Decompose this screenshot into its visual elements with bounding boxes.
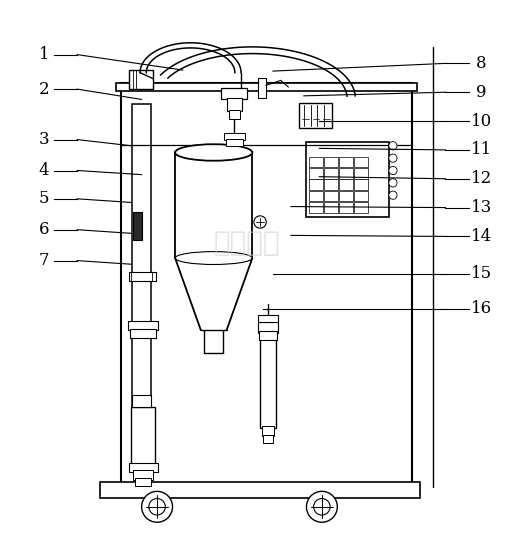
Text: 13: 13 bbox=[471, 199, 492, 216]
Bar bbox=[260, 330, 276, 428]
Text: 15: 15 bbox=[471, 265, 492, 282]
Ellipse shape bbox=[175, 252, 252, 265]
Ellipse shape bbox=[175, 144, 252, 161]
Text: 2: 2 bbox=[39, 80, 49, 97]
Bar bbox=[121, 83, 412, 485]
Bar bbox=[132, 103, 151, 412]
Circle shape bbox=[389, 166, 397, 174]
Circle shape bbox=[389, 154, 397, 162]
Bar bbox=[229, 110, 240, 119]
Bar bbox=[339, 190, 353, 201]
Bar bbox=[100, 482, 420, 498]
Text: 12: 12 bbox=[471, 170, 492, 187]
Bar bbox=[299, 102, 332, 128]
Bar bbox=[132, 394, 151, 408]
Bar bbox=[309, 156, 323, 167]
Bar bbox=[129, 69, 153, 89]
Bar bbox=[324, 168, 338, 179]
Text: 7: 7 bbox=[39, 252, 49, 269]
Text: 16: 16 bbox=[471, 300, 492, 317]
Bar bbox=[129, 272, 156, 281]
Circle shape bbox=[314, 498, 330, 515]
Bar bbox=[258, 322, 278, 333]
Bar bbox=[324, 202, 338, 213]
Bar bbox=[354, 190, 368, 201]
Circle shape bbox=[389, 179, 397, 187]
Bar bbox=[131, 408, 155, 464]
Bar bbox=[227, 98, 242, 111]
Circle shape bbox=[254, 216, 266, 228]
Bar bbox=[339, 168, 353, 179]
Bar bbox=[262, 427, 274, 436]
Bar bbox=[309, 168, 323, 179]
Text: 4: 4 bbox=[39, 162, 49, 179]
Bar bbox=[130, 329, 156, 338]
Bar bbox=[339, 202, 353, 213]
Bar bbox=[354, 179, 368, 190]
Bar bbox=[309, 202, 323, 213]
Text: 11: 11 bbox=[471, 142, 492, 159]
Bar bbox=[221, 88, 247, 100]
Text: 3: 3 bbox=[39, 131, 49, 148]
Bar bbox=[135, 479, 151, 486]
Bar bbox=[324, 179, 338, 190]
Bar bbox=[339, 156, 353, 167]
Text: 9: 9 bbox=[476, 84, 487, 101]
Bar bbox=[224, 133, 245, 139]
Text: 1: 1 bbox=[39, 46, 49, 63]
Text: 8: 8 bbox=[476, 55, 487, 72]
Bar bbox=[339, 179, 353, 190]
Circle shape bbox=[306, 491, 337, 522]
Bar bbox=[129, 463, 158, 472]
Text: 5: 5 bbox=[39, 190, 49, 207]
Bar bbox=[258, 315, 278, 322]
Bar bbox=[354, 202, 368, 213]
Bar bbox=[133, 470, 153, 480]
Bar bbox=[226, 138, 243, 146]
Text: 10: 10 bbox=[471, 113, 492, 130]
Bar bbox=[133, 212, 142, 240]
Text: 上海欧豪: 上海欧豪 bbox=[214, 229, 281, 257]
Bar bbox=[116, 83, 417, 91]
Bar bbox=[354, 168, 368, 179]
Circle shape bbox=[142, 491, 173, 522]
Bar bbox=[324, 190, 338, 201]
Bar bbox=[306, 142, 389, 217]
Text: 14: 14 bbox=[471, 228, 492, 245]
Circle shape bbox=[389, 191, 397, 199]
Bar bbox=[324, 156, 338, 167]
Circle shape bbox=[149, 498, 165, 515]
Bar bbox=[258, 78, 266, 98]
Bar bbox=[309, 179, 323, 190]
Text: 6: 6 bbox=[39, 221, 49, 238]
Bar bbox=[259, 331, 277, 340]
Bar bbox=[309, 190, 323, 201]
Bar bbox=[263, 435, 273, 444]
Circle shape bbox=[389, 142, 397, 150]
Bar bbox=[354, 156, 368, 167]
Bar bbox=[128, 321, 158, 330]
